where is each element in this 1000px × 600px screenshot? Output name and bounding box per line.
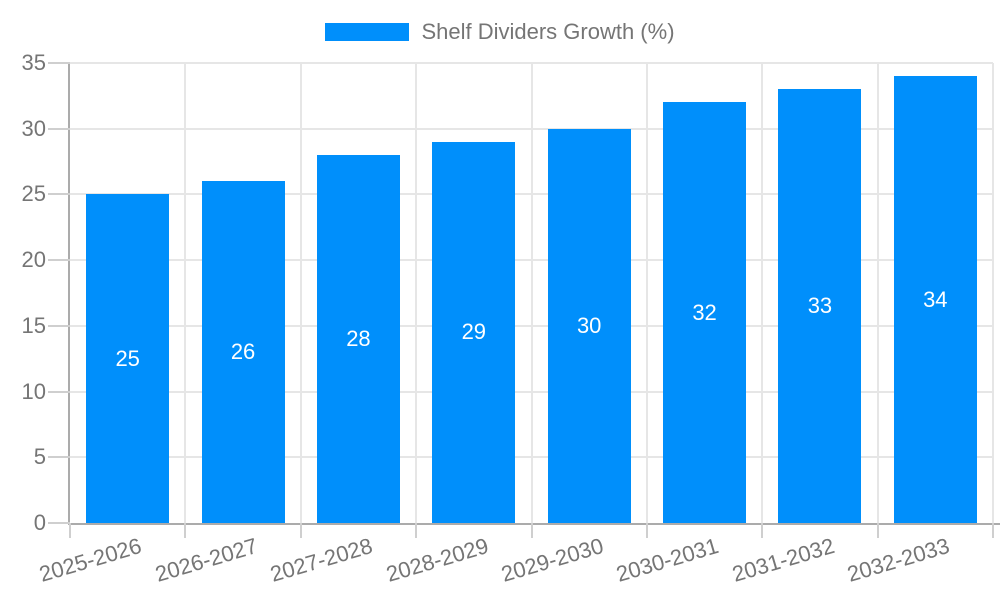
x-axis-tick-label: 2029-2030 bbox=[498, 533, 607, 587]
y-axis-tick-label: 5 bbox=[33, 444, 46, 470]
y-axis-tick bbox=[48, 62, 70, 64]
x-axis-tick-label: 2032-2033 bbox=[844, 533, 953, 587]
x-axis-tick-label: 2030-2031 bbox=[613, 533, 722, 587]
gridline bbox=[299, 63, 302, 523]
y-axis-tick bbox=[48, 259, 70, 262]
bar[interactable] bbox=[201, 181, 285, 523]
bar[interactable] bbox=[316, 155, 400, 523]
x-axis-tick bbox=[69, 523, 71, 538]
bar[interactable] bbox=[86, 194, 170, 523]
plot-area: 25 26 28 29 30 32 33 34 bbox=[70, 62, 994, 523]
bar[interactable] bbox=[547, 128, 631, 523]
gridline bbox=[415, 63, 418, 523]
legend-label: Shelf Dividers Growth (%) bbox=[421, 19, 675, 44]
y-axis-tick bbox=[48, 324, 70, 327]
legend: Shelf Dividers Growth (%) bbox=[0, 19, 1000, 45]
y-axis-tick-label: 10 bbox=[21, 378, 46, 404]
x-axis-tick bbox=[415, 523, 418, 538]
gridline bbox=[761, 63, 764, 523]
bar-value-label: 34 bbox=[923, 286, 948, 312]
y-axis-line bbox=[68, 63, 70, 525]
y-axis-tick-label: 35 bbox=[21, 50, 46, 75]
bar-value-label: 33 bbox=[807, 293, 833, 319]
x-axis-tick bbox=[184, 523, 187, 538]
bar-value-label: 26 bbox=[230, 339, 256, 365]
x-axis-tick bbox=[992, 523, 994, 538]
y-axis-tick-label: 30 bbox=[21, 115, 46, 141]
legend-swatch-icon bbox=[325, 23, 410, 41]
y-axis-tick bbox=[48, 193, 70, 196]
y-axis-tick bbox=[48, 127, 70, 130]
gridline bbox=[530, 63, 533, 523]
x-axis-tick bbox=[299, 523, 302, 538]
y-axis-tick-label: 0 bbox=[33, 510, 46, 535]
x-axis-tick-label: 2031-2032 bbox=[729, 533, 838, 587]
bar-value-label: 32 bbox=[692, 299, 717, 325]
gridline bbox=[992, 63, 994, 523]
x-axis-tick-label: 2027-2028 bbox=[267, 533, 376, 587]
bar[interactable] bbox=[432, 141, 516, 523]
x-axis-line bbox=[68, 523, 1000, 525]
gridline bbox=[184, 63, 187, 523]
bar[interactable] bbox=[893, 76, 977, 523]
bar[interactable] bbox=[663, 102, 747, 523]
y-axis-tick-label: 15 bbox=[21, 312, 46, 338]
bar-value-label: 25 bbox=[115, 345, 140, 371]
gridline bbox=[876, 63, 879, 523]
legend-item[interactable]: Shelf Dividers Growth (%) bbox=[325, 19, 675, 45]
x-axis-tick-label: 2028-2029 bbox=[382, 533, 491, 587]
gridline bbox=[645, 63, 648, 523]
x-axis-tick bbox=[876, 523, 879, 538]
bar-value-label: 28 bbox=[346, 326, 371, 351]
y-axis-tick bbox=[48, 390, 70, 393]
y-axis-tick-label: 25 bbox=[21, 181, 46, 207]
x-axis-tick-label: 2026-2027 bbox=[152, 533, 261, 587]
bar[interactable] bbox=[778, 89, 862, 523]
x-axis-tick bbox=[645, 523, 648, 538]
x-axis-tick-label: 2025-2026 bbox=[36, 533, 145, 587]
y-axis-tick bbox=[48, 456, 70, 459]
x-axis-tick bbox=[761, 523, 764, 538]
x-axis-tick bbox=[530, 523, 533, 538]
y-axis-tick bbox=[48, 522, 70, 524]
bar-value-label: 30 bbox=[576, 312, 602, 338]
y-axis-tick-label: 20 bbox=[21, 247, 46, 273]
bar-value-label: 29 bbox=[461, 319, 487, 345]
